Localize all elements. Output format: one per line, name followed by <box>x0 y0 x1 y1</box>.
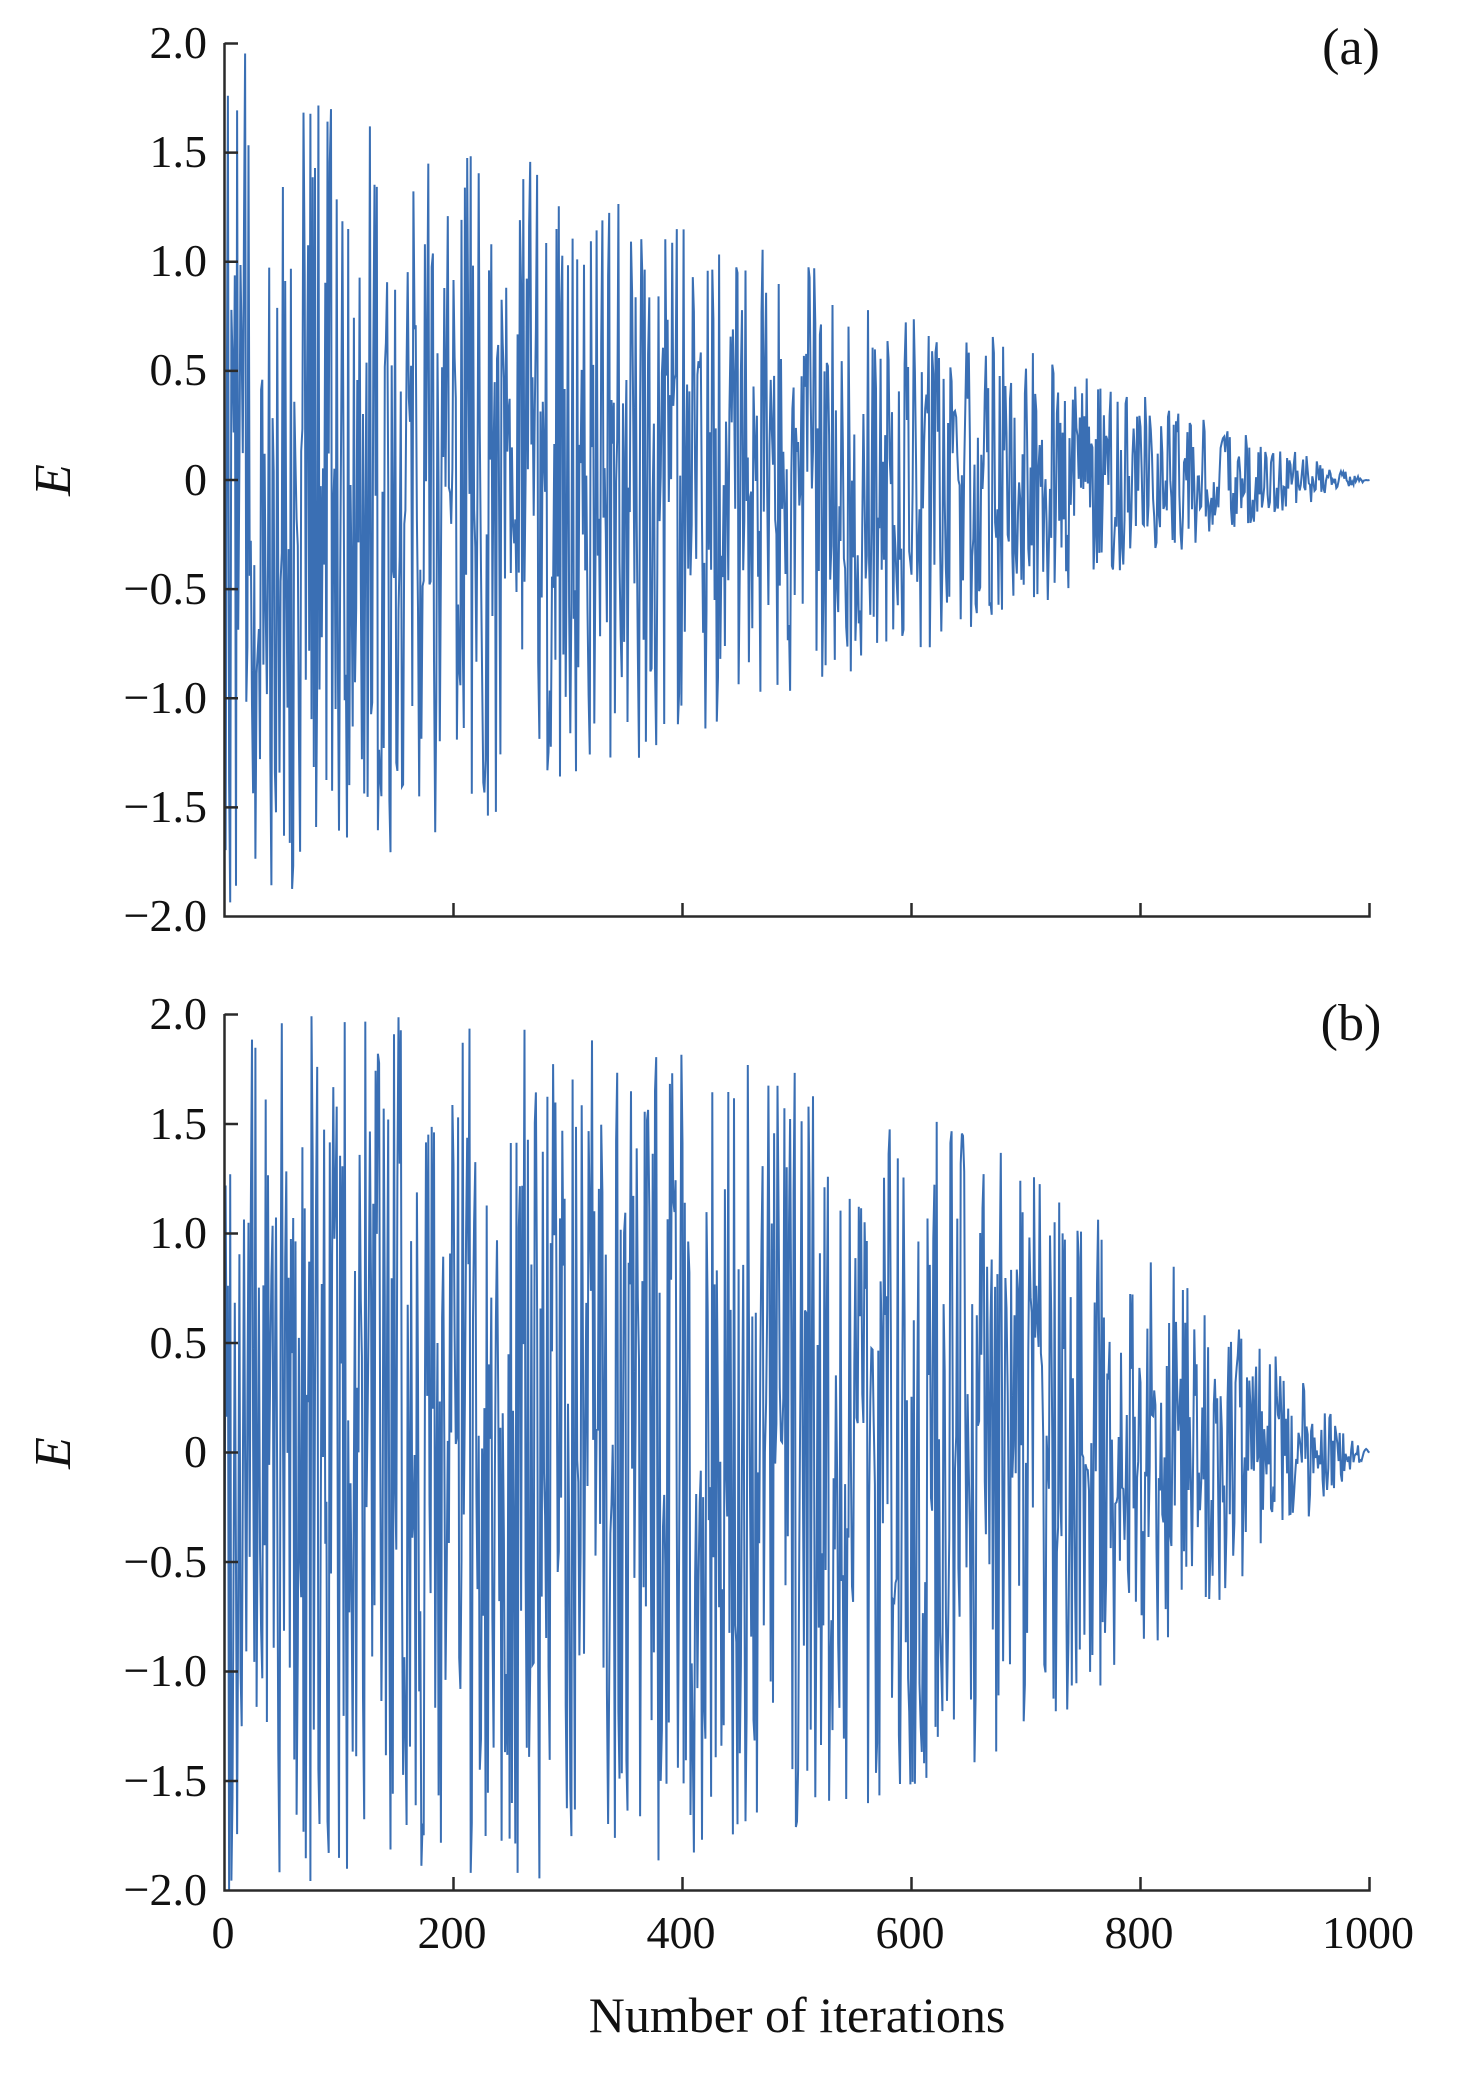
x-tick-label: 0 <box>211 1907 235 1958</box>
y-tick-label: 1.5 <box>149 126 208 178</box>
panel-label-a: (a) <box>1322 19 1380 76</box>
y-tick-label: −2.0 <box>123 1864 207 1915</box>
chart-b-plot-area <box>223 1013 1371 1892</box>
panel-label-b: (b) <box>1320 995 1382 1052</box>
y-tick-label: 1.0 <box>149 235 208 287</box>
y-tick-label: 0 <box>184 453 207 505</box>
series-line-b <box>223 1016 1370 1890</box>
y-tick-label: 2.0 <box>149 17 208 68</box>
y-tick-label: 1.0 <box>149 1207 208 1258</box>
series-line-a <box>223 53 1370 903</box>
chart-a-plot-area <box>223 42 1371 918</box>
axes-a <box>223 42 1371 918</box>
y-tick-label: 2.0 <box>149 988 208 1039</box>
x-axis-label: Number of iterations <box>588 1987 1006 2043</box>
y-tick-label: −0.5 <box>123 562 207 614</box>
y-tick-label: 0.5 <box>149 1316 208 1368</box>
x-tick-label: 600 <box>875 1907 945 1958</box>
y-tick-label: −1.5 <box>123 1754 207 1806</box>
x-tick-label: 1000 <box>1322 1907 1414 1958</box>
x-tick-label: 200 <box>417 1907 487 1958</box>
y-tick-label: −1.0 <box>123 1645 207 1696</box>
y-tick-label: 1.5 <box>149 1097 208 1149</box>
y-tick-label: −1.0 <box>123 671 207 723</box>
axes-b <box>223 1013 1371 1892</box>
x-tick-label: 800 <box>1104 1907 1174 1958</box>
y-tick-label: 0.5 <box>149 344 208 396</box>
y-tick-label: −2.0 <box>123 890 207 941</box>
x-tick-label: 400 <box>646 1907 716 1958</box>
y-tick-label: −0.5 <box>123 1535 207 1587</box>
y-tick-label: 0 <box>184 1426 207 1477</box>
y-tick-label: −1.5 <box>123 780 207 832</box>
